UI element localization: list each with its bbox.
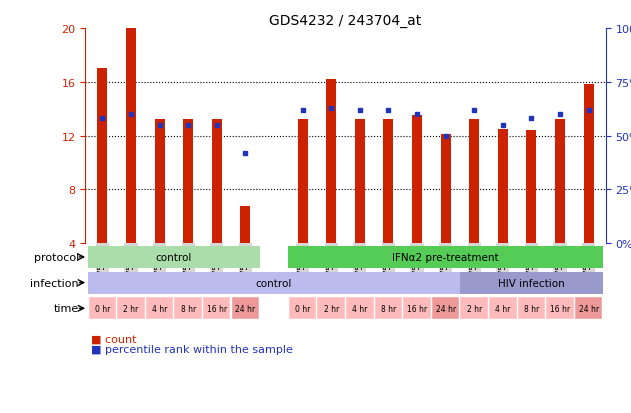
Bar — [460, 272, 603, 294]
Title: GDS4232 / 243704_at: GDS4232 / 243704_at — [269, 14, 422, 28]
Bar — [546, 297, 574, 320]
Text: ■ count: ■ count — [91, 334, 137, 344]
Text: 16 hr: 16 hr — [407, 304, 427, 313]
Bar — [146, 297, 174, 320]
Text: 0 hr: 0 hr — [95, 304, 110, 313]
Text: 8 hr: 8 hr — [380, 304, 396, 313]
Bar — [240, 206, 251, 244]
Text: 8 hr: 8 hr — [524, 304, 539, 313]
Text: 24 hr: 24 hr — [435, 304, 456, 313]
Bar — [526, 131, 536, 244]
Bar — [461, 297, 488, 320]
Bar — [126, 29, 136, 244]
Text: 4 hr: 4 hr — [495, 304, 510, 313]
Text: 24 hr: 24 hr — [579, 304, 599, 313]
Bar — [440, 135, 451, 244]
Bar — [289, 297, 316, 320]
Text: 8 hr: 8 hr — [180, 304, 196, 313]
Bar — [432, 297, 459, 320]
Text: control: control — [156, 252, 192, 262]
Text: 2 hr: 2 hr — [466, 304, 482, 313]
Bar — [575, 297, 603, 320]
Text: 2 hr: 2 hr — [123, 304, 139, 313]
Bar — [489, 297, 517, 320]
Bar — [183, 120, 193, 244]
Text: ■ percentile rank within the sample: ■ percentile rank within the sample — [91, 344, 293, 354]
Text: 24 hr: 24 hr — [235, 304, 256, 313]
Text: time: time — [54, 304, 79, 313]
Text: 4 hr: 4 hr — [352, 304, 367, 313]
Bar — [203, 297, 230, 320]
Bar — [355, 120, 365, 244]
Text: 0 hr: 0 hr — [295, 304, 310, 313]
Bar — [232, 297, 259, 320]
Bar — [97, 69, 107, 244]
Bar — [288, 246, 603, 268]
Text: infection: infection — [30, 278, 79, 288]
Bar — [346, 297, 374, 320]
Bar — [212, 120, 221, 244]
Text: control: control — [256, 278, 292, 288]
Bar — [298, 120, 307, 244]
Bar — [517, 297, 545, 320]
Text: 16 hr: 16 hr — [207, 304, 227, 313]
Bar — [384, 120, 393, 244]
Bar — [555, 120, 565, 244]
Bar — [498, 130, 508, 244]
Bar — [584, 85, 594, 244]
Bar — [375, 297, 402, 320]
Bar — [317, 297, 345, 320]
Text: HIV infection: HIV infection — [498, 278, 565, 288]
Text: 2 hr: 2 hr — [324, 304, 339, 313]
Text: 16 hr: 16 hr — [550, 304, 570, 313]
Text: protocol: protocol — [33, 252, 79, 262]
Bar — [88, 246, 260, 268]
Text: 4 hr: 4 hr — [152, 304, 167, 313]
Bar — [155, 120, 165, 244]
Bar — [174, 297, 202, 320]
Text: IFNα2 pre-treatment: IFNα2 pre-treatment — [392, 252, 499, 262]
Bar — [88, 272, 460, 294]
Bar — [469, 120, 479, 244]
Bar — [88, 297, 116, 320]
Bar — [117, 297, 144, 320]
Bar — [403, 297, 431, 320]
Bar — [326, 80, 336, 244]
Bar — [412, 116, 422, 244]
